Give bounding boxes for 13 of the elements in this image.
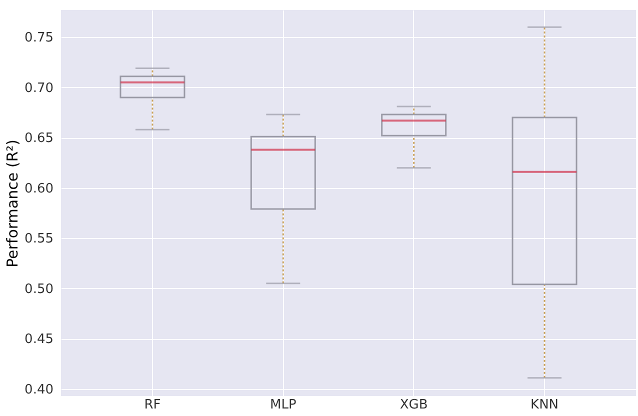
y-axis-title: Performance (R²) bbox=[4, 140, 22, 268]
x-tick-label: KNN bbox=[530, 398, 559, 412]
y-tick-label: 0.50 bbox=[24, 282, 54, 297]
y-tick-label: 0.75 bbox=[24, 30, 54, 46]
y-tick-label: 0.40 bbox=[24, 382, 54, 398]
y-tick-label: 0.70 bbox=[24, 80, 54, 96]
x-tick-label: MLP bbox=[270, 398, 296, 412]
y-tick-label: 0.60 bbox=[24, 181, 54, 196]
x-tick-label: XGB bbox=[400, 398, 428, 412]
y-tick-label: 0.65 bbox=[24, 131, 54, 146]
y-tick-label: 0.45 bbox=[24, 332, 54, 348]
y-tick-label: 0.55 bbox=[24, 232, 54, 247]
x-tick-label: RF bbox=[144, 398, 161, 412]
